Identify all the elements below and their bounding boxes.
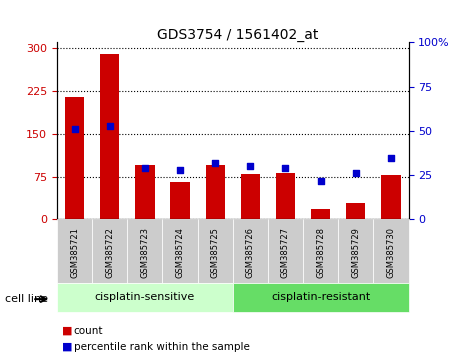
Point bbox=[247, 164, 254, 169]
Bar bbox=[171, 182, 190, 219]
Point bbox=[106, 123, 114, 129]
FancyBboxPatch shape bbox=[57, 219, 92, 283]
Bar bbox=[135, 165, 154, 219]
Text: count: count bbox=[74, 326, 103, 336]
FancyBboxPatch shape bbox=[127, 219, 162, 283]
Point bbox=[141, 165, 149, 171]
Bar bbox=[276, 173, 295, 219]
Text: GSM385725: GSM385725 bbox=[211, 227, 219, 278]
Text: GSM385728: GSM385728 bbox=[316, 227, 325, 278]
Point bbox=[211, 160, 219, 166]
Text: GSM385722: GSM385722 bbox=[105, 227, 114, 278]
Text: GSM385727: GSM385727 bbox=[281, 227, 290, 278]
FancyBboxPatch shape bbox=[338, 219, 373, 283]
Text: GSM385730: GSM385730 bbox=[387, 227, 395, 278]
Text: GSM385723: GSM385723 bbox=[141, 227, 149, 278]
FancyBboxPatch shape bbox=[198, 219, 233, 283]
FancyBboxPatch shape bbox=[92, 219, 127, 283]
FancyBboxPatch shape bbox=[233, 283, 408, 312]
Point bbox=[176, 167, 184, 173]
FancyBboxPatch shape bbox=[268, 219, 303, 283]
Bar bbox=[381, 175, 400, 219]
Point bbox=[387, 155, 395, 160]
FancyBboxPatch shape bbox=[233, 219, 268, 283]
Bar bbox=[346, 204, 365, 219]
Bar bbox=[206, 165, 225, 219]
Point bbox=[282, 165, 289, 171]
Text: GSM385729: GSM385729 bbox=[352, 227, 360, 278]
FancyBboxPatch shape bbox=[162, 219, 198, 283]
Text: GSM385724: GSM385724 bbox=[176, 227, 184, 278]
Text: cell line: cell line bbox=[5, 294, 48, 304]
FancyBboxPatch shape bbox=[57, 283, 233, 312]
Text: cisplatin-sensitive: cisplatin-sensitive bbox=[95, 292, 195, 302]
Text: percentile rank within the sample: percentile rank within the sample bbox=[74, 342, 249, 352]
Text: ■: ■ bbox=[62, 326, 72, 336]
Point bbox=[352, 171, 360, 176]
Bar bbox=[100, 54, 119, 219]
Text: cisplatin-resistant: cisplatin-resistant bbox=[271, 292, 370, 302]
Text: GSM385721: GSM385721 bbox=[70, 227, 79, 278]
Bar bbox=[65, 97, 84, 219]
Text: GSM385726: GSM385726 bbox=[246, 227, 255, 278]
Bar bbox=[311, 209, 330, 219]
FancyBboxPatch shape bbox=[303, 219, 338, 283]
Text: GDS3754 / 1561402_at: GDS3754 / 1561402_at bbox=[157, 28, 318, 42]
Point bbox=[71, 126, 78, 132]
FancyBboxPatch shape bbox=[373, 219, 408, 283]
Point bbox=[317, 178, 324, 183]
Text: ■: ■ bbox=[62, 342, 72, 352]
Bar bbox=[241, 174, 260, 219]
